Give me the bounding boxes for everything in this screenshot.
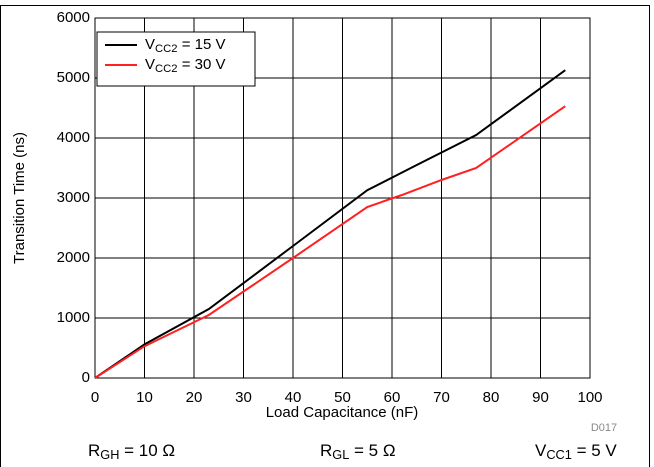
annotation: RGL = 5 Ω: [320, 441, 396, 462]
y-tick-label: 2000: [57, 249, 90, 266]
y-tick-label: 3000: [57, 189, 90, 206]
x-tick-label: 20: [186, 389, 203, 406]
data-line: [94, 69, 566, 379]
y-tick-label: 1000: [57, 309, 90, 326]
annotation: RGH = 10 Ω: [88, 441, 175, 462]
x-tick-label: 10: [136, 389, 153, 406]
x-tick-label: 50: [334, 389, 351, 406]
frame: [0, 5, 650, 467]
x-tick-label: 40: [285, 389, 302, 406]
legend-box: [96, 31, 256, 87]
x-tick-label: 80: [483, 389, 500, 406]
x-tick-label: 90: [532, 389, 549, 406]
x-tick-label: 0: [91, 389, 99, 406]
annotation: VCC1 = 5 V: [535, 441, 617, 462]
y-axis-label: Transition Time (ns): [11, 132, 28, 264]
y-tick-label: 0: [82, 369, 90, 386]
figure-id: D017: [591, 422, 617, 434]
x-tick-label: 100: [577, 389, 602, 406]
x-axis-label: Load Capacitance (nF): [266, 404, 419, 421]
x-tick-label: 60: [384, 389, 401, 406]
legend-label: VCC2 = 15 V: [145, 36, 225, 55]
x-tick-label: 30: [235, 389, 252, 406]
x-tick-label: 70: [433, 389, 450, 406]
y-tick-label: 5000: [57, 69, 90, 86]
y-tick-label: 6000: [57, 9, 90, 26]
y-tick-label: 4000: [57, 129, 90, 146]
data-line: [94, 105, 566, 379]
legend-label: VCC2 = 30 V: [145, 56, 225, 75]
